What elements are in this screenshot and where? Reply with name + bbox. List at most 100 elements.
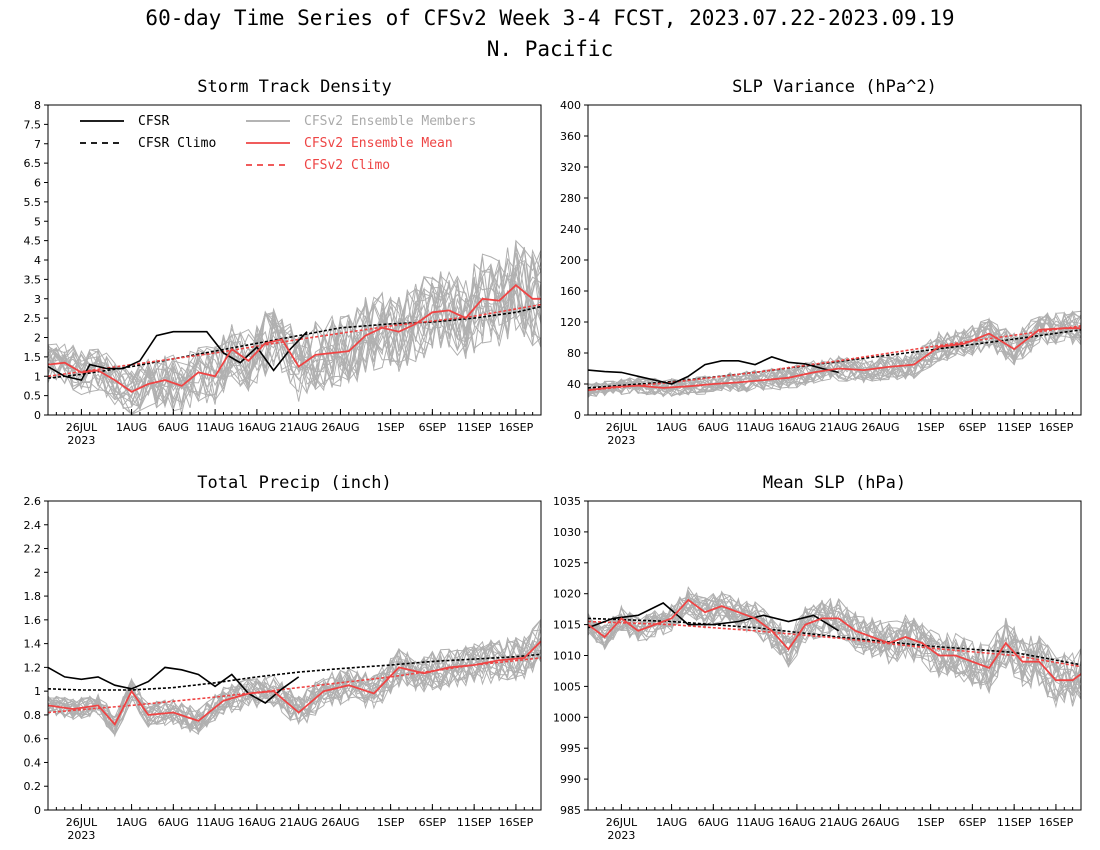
ens-mean-line <box>588 598 1081 682</box>
y-tick-label: 1 <box>34 685 41 698</box>
ensemble-member-line <box>48 239 541 402</box>
x-tick-label: 6SEP <box>419 816 447 829</box>
x-tick-label: 26AUG <box>321 421 359 434</box>
x-tick-label: 26AUG <box>321 816 359 829</box>
legend-label: CFSR <box>138 114 169 129</box>
chart-panel: Storm Track Density 0 0.5 1 1.5 2 2.5 3 3.5 4 4.5 5… <box>24 77 542 447</box>
y-tick-label: 2 <box>34 332 41 345</box>
y-tick-label: 360 <box>560 130 581 143</box>
ensemble-member-line <box>48 256 541 409</box>
ensemble-member-line <box>48 246 541 415</box>
y-tick-label: 2.5 <box>24 312 42 325</box>
panel-title: Total Precip (inch) <box>197 473 391 493</box>
x-tick-label: 16AUG <box>778 421 816 434</box>
y-tick-label: 6.5 <box>24 157 42 170</box>
x-tick-label: 21AUG <box>820 816 858 829</box>
ens-mean-line <box>48 284 541 393</box>
y-tick-label: 1 <box>34 370 41 383</box>
y-tick-label: 5 <box>34 215 41 228</box>
y-tick-label: 0.6 <box>24 733 42 746</box>
cfsr-climo-line <box>48 653 541 691</box>
y-tick-label: 5.5 <box>24 196 42 209</box>
plot-area <box>48 618 541 738</box>
x-tick-label: 16SEP <box>499 816 534 829</box>
y-tick-label: 0.8 <box>24 709 42 722</box>
y-tick-label: 2 <box>34 566 41 579</box>
legend-item: CFSv2 Ensemble Members <box>246 114 476 129</box>
x-tick-label: 16SEP <box>1039 421 1074 434</box>
y-tick-label: 280 <box>560 192 581 205</box>
ensemble-member-line <box>588 314 1081 398</box>
x-tick-label: 26JUL <box>606 816 638 829</box>
x-tick-label: 26JUL <box>66 421 98 434</box>
x-tick-label: 1SEP <box>377 421 405 434</box>
ensemble-member-line <box>588 592 1081 703</box>
cfsr-line <box>588 602 840 632</box>
x-tick-label: 16SEP <box>499 421 534 434</box>
x-tick-label: 21AUG <box>280 421 318 434</box>
y-tick-label: 4.5 <box>24 235 42 248</box>
x-tick-year-label: 2023 <box>607 434 635 447</box>
y-tick-label: 7.5 <box>24 118 42 131</box>
x-tick-label: 11SEP <box>997 816 1032 829</box>
x-tick-label: 1AUG <box>116 421 147 434</box>
x-tick-label: 21AUG <box>820 421 858 434</box>
legend-item: CFSR Climo <box>80 136 216 151</box>
y-tick-label: 1015 <box>553 619 581 632</box>
legend-item: CFSv2 Climo <box>246 158 390 173</box>
plot-area <box>48 239 541 415</box>
ensemble-member-line <box>48 254 541 398</box>
cfs-climo-line <box>48 303 541 378</box>
x-tick-label: 26AUG <box>861 421 899 434</box>
x-tick-label: 6AUG <box>698 421 729 434</box>
x-tick-label: 26AUG <box>861 816 899 829</box>
x-tick-year-label: 2023 <box>67 829 95 842</box>
y-tick-label: 0.5 <box>24 390 42 403</box>
x-tick-label: 1SEP <box>917 816 945 829</box>
cfsr-line <box>48 666 300 704</box>
x-tick-year-label: 2023 <box>607 829 635 842</box>
y-tick-label: 1.8 <box>24 590 42 603</box>
cfsr-climo-line <box>48 305 541 379</box>
y-tick-label: 3 <box>34 293 41 306</box>
x-tick-label: 16AUG <box>238 816 276 829</box>
x-tick-label: 11AUG <box>196 421 234 434</box>
cfs-climo-line <box>48 657 541 714</box>
legend-item: CFSv2 Ensemble Mean <box>246 136 453 151</box>
panel-title: SLP Variance (hPa^2) <box>732 77 937 97</box>
x-tick-label: 6AUG <box>158 816 189 829</box>
legend-label: CFSv2 Climo <box>304 158 390 173</box>
ensemble-member-line <box>588 592 1081 697</box>
x-tick-label: 6SEP <box>959 816 987 829</box>
x-tick-label: 16SEP <box>1039 816 1074 829</box>
y-tick-label: 2.2 <box>24 543 42 556</box>
y-tick-label: 0 <box>574 409 581 422</box>
x-tick-label: 11AUG <box>736 421 774 434</box>
x-tick-label: 1AUG <box>116 816 147 829</box>
y-tick-label: 4 <box>34 254 41 267</box>
y-tick-label: 1.6 <box>24 614 42 627</box>
y-tick-label: 160 <box>560 285 581 298</box>
x-tick-label: 26JUL <box>66 816 98 829</box>
y-tick-label: 6 <box>34 177 41 190</box>
y-tick-label: 320 <box>560 161 581 174</box>
ensemble-member-line <box>588 595 1081 693</box>
y-tick-label: 1.5 <box>24 351 42 364</box>
y-tick-label: 1000 <box>553 711 581 724</box>
x-tick-label: 16AUG <box>778 816 816 829</box>
chart-panel: SLP Variance (hPa^2) 0 40 80 120 160 200 240 280… <box>560 77 1082 447</box>
x-tick-label: 11SEP <box>457 816 492 829</box>
y-tick-label: 7 <box>34 138 41 151</box>
panel-title: Mean SLP (hPa) <box>763 473 906 493</box>
legend: CFSR CFSR Climo CFSv2 Ensemble Members CFSv… <box>80 114 476 173</box>
legend-label: CFSR Climo <box>138 136 216 151</box>
y-tick-label: 1035 <box>553 495 581 508</box>
y-tick-label: 1020 <box>553 588 581 601</box>
ensemble-member-line <box>48 265 541 412</box>
y-tick-label: 2.4 <box>24 519 42 532</box>
x-tick-label: 16AUG <box>238 421 276 434</box>
x-tick-label: 1SEP <box>917 421 945 434</box>
y-tick-label: 1.2 <box>24 661 42 674</box>
x-tick-label: 26JUL <box>606 421 638 434</box>
y-tick-label: 120 <box>560 316 581 329</box>
